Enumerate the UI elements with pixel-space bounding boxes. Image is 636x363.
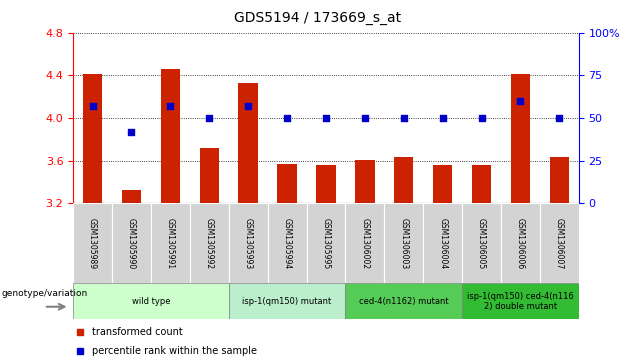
Point (554, 115, 564, 121)
Text: isp-1(qm150) mutant: isp-1(qm150) mutant (242, 297, 332, 306)
Point (360, 115, 370, 121)
Bar (161, 69, 180, 203)
Point (399, 115, 409, 121)
Bar (511, 74, 530, 203)
Bar (316, 165, 336, 203)
Text: wild type: wild type (132, 297, 170, 306)
Text: percentile rank within the sample: percentile rank within the sample (92, 346, 257, 356)
Bar (345, 203, 384, 283)
Text: ced-4(n1162) mutant: ced-4(n1162) mutant (359, 297, 448, 306)
Text: isp-1(qm150) ced-4(n116
2) double mutant: isp-1(qm150) ced-4(n116 2) double mutant (467, 291, 574, 311)
Text: GSM1306007: GSM1306007 (555, 217, 563, 269)
Bar (229, 283, 345, 319)
Bar (423, 203, 462, 283)
Text: genotype/variation: genotype/variation (1, 289, 88, 298)
Point (127, 129, 137, 135)
Text: GSM1306005: GSM1306005 (477, 217, 486, 269)
Point (515, 98, 525, 104)
Point (88, 103, 98, 109)
Point (165, 103, 176, 109)
Text: GSM1305989: GSM1305989 (88, 218, 97, 269)
Text: GSM1305995: GSM1305995 (321, 217, 331, 269)
Point (243, 103, 253, 109)
Text: GSM1306002: GSM1306002 (361, 218, 370, 269)
Bar (112, 203, 151, 283)
Bar (501, 203, 540, 283)
Text: GSM1306003: GSM1306003 (399, 217, 408, 269)
Text: GSM1305992: GSM1305992 (205, 218, 214, 269)
Bar (540, 203, 579, 283)
Bar (384, 203, 423, 283)
Bar (151, 203, 190, 283)
Text: GSM1305993: GSM1305993 (244, 217, 252, 269)
Text: GSM1305990: GSM1305990 (127, 217, 136, 269)
Bar (238, 83, 258, 203)
Bar (550, 158, 569, 203)
Bar (229, 203, 268, 283)
Point (282, 115, 292, 121)
Bar (83, 74, 102, 203)
Text: GSM1305994: GSM1305994 (282, 217, 291, 269)
Bar (355, 160, 375, 203)
Bar (73, 203, 112, 283)
Bar (345, 283, 462, 319)
Bar (472, 165, 491, 203)
Point (438, 115, 448, 121)
Text: GSM1306006: GSM1306006 (516, 217, 525, 269)
Text: GSM1305991: GSM1305991 (166, 218, 175, 269)
Point (476, 115, 487, 121)
Text: GDS5194 / 173669_s_at: GDS5194 / 173669_s_at (235, 11, 401, 25)
Point (204, 115, 214, 121)
Bar (277, 164, 297, 203)
Bar (307, 203, 345, 283)
Bar (394, 158, 413, 203)
Text: GSM1306004: GSM1306004 (438, 217, 447, 269)
Bar (462, 203, 501, 283)
Bar (190, 203, 229, 283)
Text: transformed count: transformed count (92, 327, 183, 337)
Bar (73, 283, 229, 319)
Bar (268, 203, 307, 283)
Bar (462, 283, 579, 319)
Point (321, 115, 331, 121)
Bar (121, 191, 141, 203)
Bar (433, 165, 452, 203)
Bar (200, 148, 219, 203)
